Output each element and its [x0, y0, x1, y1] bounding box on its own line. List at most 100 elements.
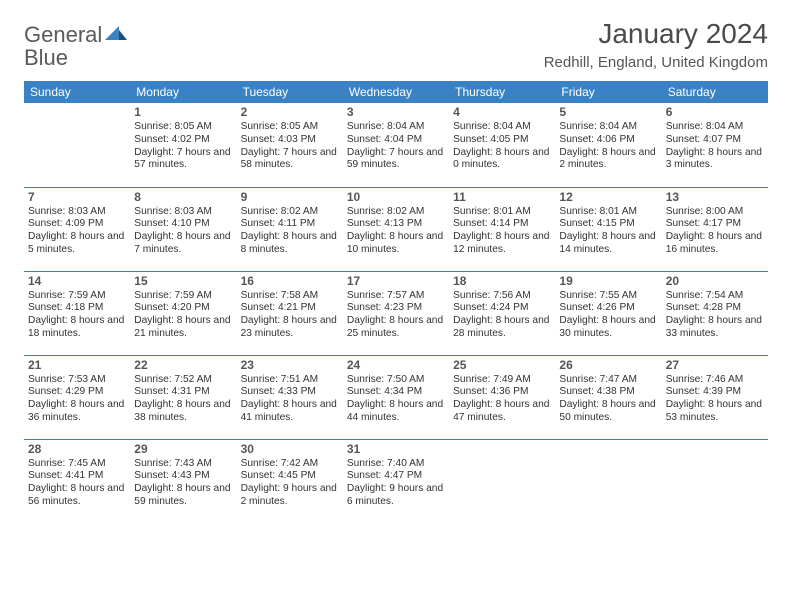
day-number: 25 [453, 358, 551, 372]
day-number: 7 [28, 190, 126, 204]
day-number: 18 [453, 274, 551, 288]
day-number: 17 [347, 274, 445, 288]
sunset-line: Sunset: 4:13 PM [347, 218, 445, 231]
daylight-line: Daylight: 8 hours and 44 minutes. [347, 399, 445, 425]
calendar-cell: 15 Sunrise: 7:59 AMSunset: 4:20 PMDayligh… [130, 271, 236, 355]
day-number: 12 [559, 190, 657, 204]
daylight-line: Daylight: 8 hours and 36 minutes. [28, 399, 126, 425]
daylight-line: Daylight: 8 hours and 38 minutes. [134, 399, 232, 425]
day-number: 23 [241, 358, 339, 372]
calendar-cell: 29Sunrise: 7:43 AMSunset: 4:43 PMDayligh… [130, 439, 236, 523]
day-number: 14 [28, 274, 126, 288]
daylight-line: Daylight: 8 hours and 10 minutes. [347, 231, 445, 257]
calendar-cell: 6Sunrise: 8:04 AMSunset: 4:07 PMDaylight… [662, 103, 768, 187]
daylight-line: Daylight: 8 hours and 53 minutes. [666, 399, 764, 425]
daylight-line: Daylight: 7 hours and 57 minutes. [134, 147, 232, 173]
calendar-table: SundayMondayTuesdayWednesdayThursdayFrid… [24, 81, 768, 523]
daylight-line: Daylight: 7 hours and 58 minutes. [241, 147, 339, 173]
day-number: 30 [241, 442, 339, 456]
calendar-cell: 27Sunrise: 7:46 AMSunset: 4:39 PMDayligh… [662, 355, 768, 439]
sunrise-line: Sunrise: 7:40 AM [347, 458, 445, 471]
calendar-cell: 13Sunrise: 8:00 AMSunset: 4:17 PMDayligh… [662, 187, 768, 271]
calendar-cell: 5Sunrise: 8:04 AMSunset: 4:06 PMDaylight… [555, 103, 661, 187]
sunset-line: Sunset: 4:21 PM [241, 302, 339, 315]
calendar-cell: 7 Sunrise: 8:03 AMSunset: 4:09 PMDaylight… [24, 187, 130, 271]
calendar-cell: 8Sunrise: 8:03 AMSunset: 4:10 PMDaylight… [130, 187, 236, 271]
sunset-line: Sunset: 4:07 PM [666, 134, 764, 147]
daylight-line: Daylight: 8 hours and 14 minutes. [559, 231, 657, 257]
sunrise-line: Sunrise: 8:01 AM [453, 206, 551, 219]
sunrise-line: Sunrise: 7:50 AM [347, 374, 445, 387]
day-number: 27 [666, 358, 764, 372]
brand-logo: General Blue [24, 18, 127, 70]
sunrise-line: Sunrise: 7:52 AM [134, 374, 232, 387]
sunrise-line: Sunrise: 7:42 AM [241, 458, 339, 471]
sunset-line: Sunset: 4:06 PM [559, 134, 657, 147]
sunrise-line: Sunrise: 8:03 AM [28, 206, 126, 219]
day-number: 29 [134, 442, 232, 456]
sunset-line: Sunset: 4:28 PM [666, 302, 764, 315]
calendar-cell-empty [662, 439, 768, 523]
sunrise-line: Sunrise: 8:00 AM [666, 206, 764, 219]
sunrise-line: Sunrise: 7:49 AM [453, 374, 551, 387]
day-number: 19 [559, 274, 657, 288]
daylight-line: Daylight: 8 hours and 23 minutes. [241, 315, 339, 341]
sunset-line: Sunset: 4:09 PM [28, 218, 126, 231]
calendar-cell: 22Sunrise: 7:52 AMSunset: 4:31 PMDayligh… [130, 355, 236, 439]
sunrise-line: Sunrise: 8:04 AM [453, 121, 551, 134]
sunrise-line: Sunrise: 7:51 AM [241, 374, 339, 387]
daylight-line: Daylight: 8 hours and 47 minutes. [453, 399, 551, 425]
sunrise-line: Sunrise: 7:59 AM [134, 290, 232, 303]
logo-mark-icon [105, 26, 127, 42]
daylight-line: Daylight: 8 hours and 56 minutes. [28, 483, 126, 509]
day-number: 6 [666, 105, 764, 119]
calendar-cell-empty [449, 439, 555, 523]
sunrise-line: Sunrise: 8:05 AM [241, 121, 339, 134]
sunset-line: Sunset: 4:04 PM [347, 134, 445, 147]
calendar-cell: 28Sunrise: 7:45 AMSunset: 4:41 PMDayligh… [24, 439, 130, 523]
day-number: 10 [347, 190, 445, 204]
sunrise-line: Sunrise: 7:57 AM [347, 290, 445, 303]
sunrise-line: Sunrise: 7:45 AM [28, 458, 126, 471]
sunset-line: Sunset: 4:10 PM [134, 218, 232, 231]
day-number: 8 [134, 190, 232, 204]
sunset-line: Sunset: 4:31 PM [134, 386, 232, 399]
sunset-line: Sunset: 4:05 PM [453, 134, 551, 147]
daylight-line: Daylight: 8 hours and 8 minutes. [241, 231, 339, 257]
daylight-line: Daylight: 9 hours and 6 minutes. [347, 483, 445, 509]
calendar-cell: 16Sunrise: 7:58 AMSunset: 4:21 PMDayligh… [237, 271, 343, 355]
calendar-cell: 25Sunrise: 7:49 AMSunset: 4:36 PMDayligh… [449, 355, 555, 439]
daylight-line: Daylight: 8 hours and 16 minutes. [666, 231, 764, 257]
sunset-line: Sunset: 4:41 PM [28, 470, 126, 483]
sunset-line: Sunset: 4:14 PM [453, 218, 551, 231]
calendar-cell: 26Sunrise: 7:47 AMSunset: 4:38 PMDayligh… [555, 355, 661, 439]
weekday-header: Tuesday [237, 81, 343, 103]
calendar-cell: 1Sunrise: 8:05 AMSunset: 4:02 PMDaylight… [130, 103, 236, 187]
day-number: 24 [347, 358, 445, 372]
daylight-line: Daylight: 7 hours and 59 minutes. [347, 147, 445, 173]
sunset-line: Sunset: 4:17 PM [666, 218, 764, 231]
sunset-line: Sunset: 4:23 PM [347, 302, 445, 315]
calendar-cell: 2Sunrise: 8:05 AMSunset: 4:03 PMDaylight… [237, 103, 343, 187]
daylight-line: Daylight: 8 hours and 2 minutes. [559, 147, 657, 173]
weekday-header: Saturday [662, 81, 768, 103]
calendar-cell: 19Sunrise: 7:55 AMSunset: 4:26 PMDayligh… [555, 271, 661, 355]
daylight-line: Daylight: 8 hours and 30 minutes. [559, 315, 657, 341]
day-number: 15 [134, 274, 232, 288]
sunrise-line: Sunrise: 8:02 AM [241, 206, 339, 219]
calendar-cell: 18Sunrise: 7:56 AMSunset: 4:24 PMDayligh… [449, 271, 555, 355]
sunset-line: Sunset: 4:18 PM [28, 302, 126, 315]
daylight-line: Daylight: 8 hours and 5 minutes. [28, 231, 126, 257]
calendar-cell-empty [555, 439, 661, 523]
sunset-line: Sunset: 4:03 PM [241, 134, 339, 147]
sunrise-line: Sunrise: 8:05 AM [134, 121, 232, 134]
daylight-line: Daylight: 8 hours and 12 minutes. [453, 231, 551, 257]
daylight-line: Daylight: 8 hours and 21 minutes. [134, 315, 232, 341]
weekday-header: Thursday [449, 81, 555, 103]
sunrise-line: Sunrise: 8:04 AM [666, 121, 764, 134]
sunset-line: Sunset: 4:38 PM [559, 386, 657, 399]
weekday-header: Friday [555, 81, 661, 103]
sunset-line: Sunset: 4:33 PM [241, 386, 339, 399]
daylight-line: Daylight: 8 hours and 41 minutes. [241, 399, 339, 425]
sunset-line: Sunset: 4:20 PM [134, 302, 232, 315]
